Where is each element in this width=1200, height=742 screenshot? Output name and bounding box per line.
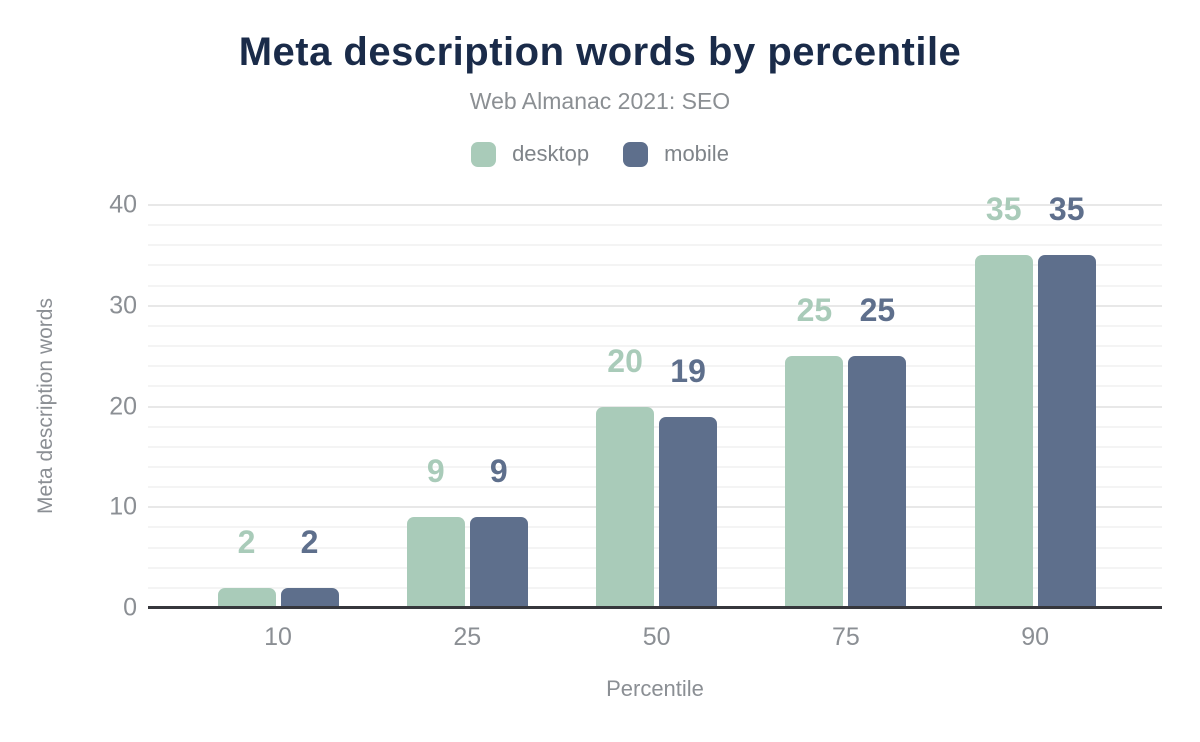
grid-line-38 [148, 224, 1162, 227]
y-tick-20: 20 [109, 392, 137, 420]
bar-label-mobile-p90: 35 [1048, 191, 1085, 228]
x-tick-25: 25 [453, 623, 482, 651]
plot-area: 2 2 9 9 20 19 25 25 35 35 10 25 50 75 90 [148, 193, 1162, 651]
grid-line-12 [148, 486, 1162, 489]
bar-mobile-p90 [1037, 255, 1096, 608]
grid-line-4 [148, 566, 1162, 569]
legend-item-mobile[interactable]: mobile [623, 141, 729, 167]
y-tick-0: 0 [123, 593, 137, 622]
bar-label-mobile-p10: 2 [300, 523, 319, 560]
chart-title: Meta description words by percentile [238, 30, 962, 74]
x-tick-75: 75 [831, 623, 860, 651]
legend-label-desktop: desktop [512, 141, 590, 166]
grid-line-40 [148, 204, 1162, 206]
grid-line-14 [148, 465, 1162, 468]
grid-line-8 [148, 526, 1162, 529]
grid-line-18 [148, 425, 1162, 428]
grid-line-30 [148, 304, 1162, 307]
y-tick-40: 40 [109, 190, 137, 219]
x-tick-90: 90 [1021, 623, 1050, 651]
legend-item-desktop[interactable]: desktop [471, 141, 589, 167]
y-axis-ticks: 0 10 20 30 40 [0, 192, 137, 620]
bar-label-desktop-p25: 9 [426, 453, 445, 490]
bar-label-desktop-p75: 25 [796, 292, 833, 329]
x-tick-10: 10 [264, 623, 292, 651]
bar-label-mobile-p50: 19 [670, 352, 706, 389]
bar-label-desktop-p50: 20 [607, 342, 643, 379]
x-axis-line [148, 606, 1162, 609]
bar-desktop-p75 [785, 356, 844, 608]
grid-line-16 [148, 445, 1162, 448]
y-tick-10: 10 [109, 492, 137, 521]
grid-line-22 [148, 385, 1162, 388]
bar-mobile-p50 [659, 416, 718, 608]
grid-line-20 [148, 405, 1162, 408]
bar-label-mobile-p75: 25 [859, 292, 896, 329]
bar-mobile-p25 [469, 517, 528, 608]
x-tick-50: 50 [642, 623, 671, 651]
bar-desktop-p50 [596, 406, 655, 608]
grid-line-26 [148, 345, 1162, 348]
grid-line-28 [148, 324, 1162, 327]
bar-desktop-p10 [217, 587, 276, 608]
x-axis-title: Percentile [606, 676, 704, 701]
grid-line-10 [148, 506, 1162, 509]
bar-label-mobile-p25: 9 [489, 453, 508, 490]
bar-label-desktop-p10: 2 [237, 523, 256, 560]
bar-desktop-p90 [974, 255, 1033, 608]
bar-label-desktop-p90: 35 [985, 191, 1022, 228]
chart-subtitle: Web Almanac 2021: SEO [469, 88, 731, 114]
legend-label-mobile: mobile [664, 141, 729, 166]
legend-swatch-mobile [623, 141, 649, 167]
bar-desktop-p25 [406, 517, 465, 608]
y-tick-30: 30 [109, 291, 137, 320]
grid-line-32 [148, 284, 1162, 287]
bar-mobile-p10 [280, 587, 339, 608]
grid-line-36 [148, 244, 1162, 247]
grid-line-24 [148, 365, 1162, 368]
legend-swatch-desktop [471, 141, 497, 167]
bar-mobile-p75 [848, 356, 907, 608]
grid-line-6 [148, 546, 1162, 549]
legend: desktop mobile [0, 141, 1200, 167]
grid-line-2 [148, 586, 1162, 589]
grid-line-34 [148, 264, 1162, 267]
